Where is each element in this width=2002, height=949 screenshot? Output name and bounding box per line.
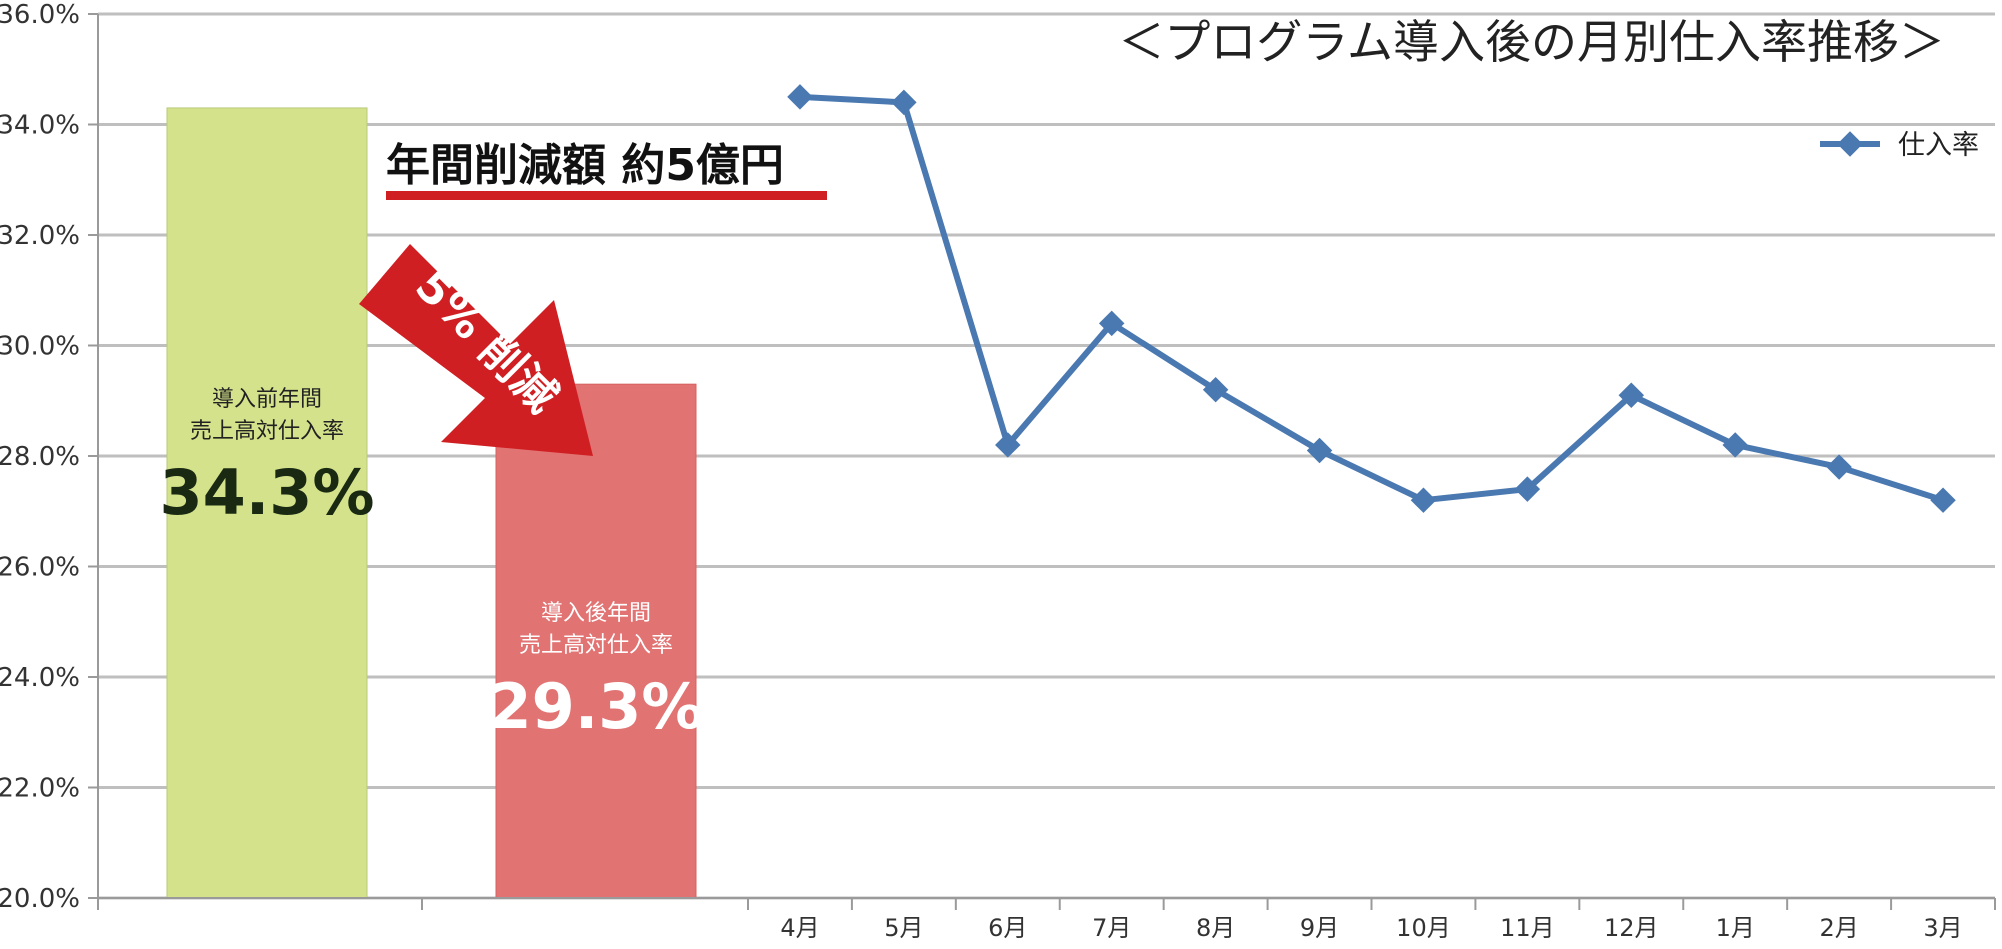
x-tick-label: 11月 — [1500, 914, 1555, 942]
summary-bar-label: 導入前年間 — [212, 387, 322, 412]
data-point — [1826, 454, 1852, 480]
reduction-arrow: 5% 削減 — [359, 244, 593, 456]
x-tick-label: 3月 — [1923, 914, 1962, 942]
summary-bar — [166, 107, 368, 899]
y-tick-label: 36.0% — [0, 0, 80, 30]
monthly-line-series — [787, 84, 1956, 513]
x-tick-label: 7月 — [1092, 914, 1131, 942]
data-point — [1306, 437, 1333, 464]
y-tick-label: 22.0% — [0, 774, 80, 804]
x-tick-label: 2月 — [1819, 914, 1858, 942]
summary-bar-label: 売上高対仕入率 — [190, 419, 344, 444]
data-point — [1410, 487, 1437, 513]
y-tick-label: 24.0% — [0, 663, 80, 693]
data-point — [995, 432, 1021, 458]
summary-bar — [495, 383, 697, 899]
x-tick-label: 6月 — [988, 914, 1027, 942]
savings-banner-text: 年間削減額 約5億円 — [386, 140, 784, 191]
legend-label: 仕入率 — [1898, 130, 1979, 161]
data-point — [1722, 432, 1748, 458]
data-point — [891, 89, 917, 116]
x-tick-label: 8月 — [1196, 914, 1235, 942]
summary-bar-label: 売上高対仕入率 — [519, 633, 673, 658]
gridlines — [98, 12, 1995, 900]
x-tick-label: 10月 — [1396, 914, 1451, 942]
summary-bar-value: 34.3% — [159, 456, 374, 529]
y-tick-label: 34.0% — [0, 111, 80, 141]
y-tick-label: 32.0% — [0, 221, 80, 251]
x-tick-label: 1月 — [1716, 914, 1755, 942]
x-tick-label: 4月 — [780, 914, 819, 942]
x-tick-label: 5月 — [884, 914, 923, 942]
savings-banner: 年間削減額 約5億円 — [386, 140, 827, 200]
legend-marker-icon — [1837, 131, 1863, 157]
x-axis: 4月 5月 6月 7月 8月 9月 10月 11月 12月 1月 2月 3月 — [97, 897, 1996, 942]
y-tick-label: 26.0% — [0, 553, 80, 583]
legend: 仕入率 — [1820, 130, 1979, 161]
savings-banner-underline — [386, 191, 827, 200]
chart-title: ＜プログラム導入後の月別仕入率推移＞ — [1118, 15, 1945, 69]
y-axis: 20.0% 22.0% 24.0% 26.0% 28.0% 30.0% 32.0% 34.0%… — [0, 0, 99, 914]
series-line — [799, 93, 1944, 504]
y-tick-label: 28.0% — [0, 442, 80, 472]
reduction-arrow-shape — [359, 244, 593, 456]
summary-bar-value: 29.3% — [488, 670, 703, 743]
x-tick-label: 9月 — [1300, 914, 1339, 942]
data-point — [1930, 487, 1956, 513]
y-tick-label: 20.0% — [0, 884, 80, 914]
data-point — [787, 84, 813, 110]
summary-bar-label: 導入後年間 — [541, 601, 651, 626]
y-tick-label: 30.0% — [0, 332, 80, 362]
x-tick-label: 12月 — [1604, 914, 1659, 942]
